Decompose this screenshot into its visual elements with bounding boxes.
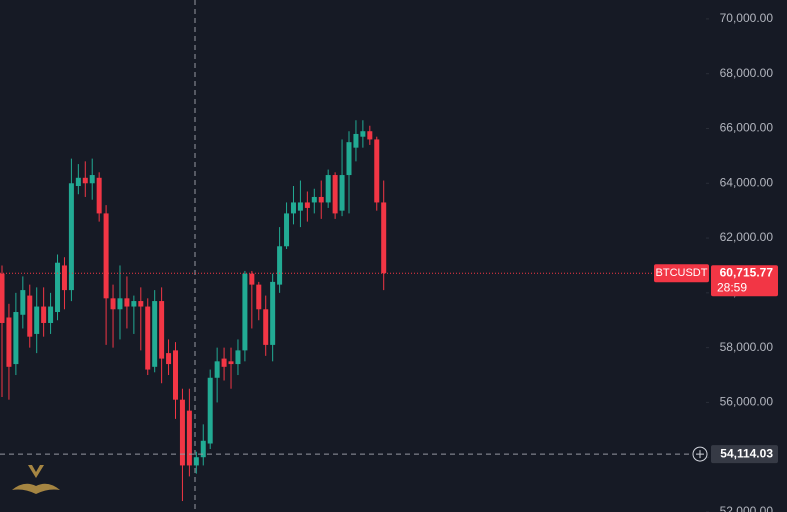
- candle-body: [325, 175, 331, 203]
- candle-body: [256, 284, 262, 310]
- candle-body: [193, 457, 199, 466]
- y-tick-label: 66,000.00: [720, 121, 774, 135]
- candle-body: [61, 265, 67, 291]
- crosshair-label: 54,114.03: [720, 446, 773, 460]
- candle-body: [159, 301, 165, 359]
- candle-body: [131, 301, 137, 307]
- candle-body: [228, 361, 234, 365]
- y-tick-label: 58,000.00: [720, 340, 774, 354]
- candle-body: [249, 273, 255, 285]
- candle-body: [186, 410, 192, 466]
- candle-body: [235, 350, 241, 365]
- candle-body: [173, 350, 178, 400]
- candle-body: [166, 353, 172, 365]
- candle-body: [48, 306, 54, 323]
- candle-body: [304, 202, 310, 208]
- candle-body: [214, 361, 220, 378]
- plus-icon: [696, 450, 704, 459]
- candle-body: [332, 175, 338, 214]
- candle-body: [318, 196, 324, 203]
- candle-body: [27, 295, 33, 337]
- candle-body: [103, 213, 109, 299]
- candle-body: [68, 183, 74, 291]
- countdown: 28:59: [717, 280, 747, 294]
- candle-body: [221, 358, 227, 367]
- candle-body: [311, 196, 317, 203]
- candle-body: [290, 202, 296, 214]
- candle-body: [277, 246, 283, 285]
- candle-body: [6, 317, 12, 367]
- y-tick-label: 70,000.00: [720, 11, 774, 25]
- candle-body: [145, 306, 151, 370]
- candle-body: [367, 131, 373, 140]
- symbol-name: BTCUSDT: [656, 267, 708, 279]
- candle-body: [75, 177, 81, 187]
- y-tick-label: 56,000.00: [720, 395, 774, 409]
- candle-body: [207, 377, 213, 444]
- candle-body: [242, 273, 248, 351]
- candle-body: [381, 202, 387, 274]
- candle-body: [117, 298, 123, 310]
- crosshair-box: [711, 445, 778, 464]
- last-price-label: 60,715.77: [720, 265, 774, 279]
- y-tick-label: 52,000.00: [720, 504, 774, 512]
- candle-body: [20, 290, 26, 315]
- last-price-box: [711, 265, 778, 297]
- symbol-tag: [654, 264, 709, 283]
- y-tick-label: 68,000.00: [720, 66, 774, 80]
- candle-body: [13, 312, 19, 365]
- candle-body: [374, 139, 380, 203]
- candle-body: [284, 213, 290, 247]
- watermark-logo: [12, 465, 60, 494]
- candle-body: [110, 298, 116, 310]
- candle-body: [339, 175, 345, 211]
- candle-body: [96, 177, 102, 214]
- candle-body: [270, 281, 276, 345]
- candle-body: [360, 131, 366, 137]
- candle-body: [179, 399, 185, 466]
- candle-body: [55, 262, 61, 313]
- candle-body: [297, 202, 303, 211]
- candle-body: [353, 133, 359, 148]
- candle-body: [152, 301, 158, 367]
- candle-body: [200, 440, 206, 458]
- candle-body: [124, 298, 130, 307]
- candle-body: [346, 142, 352, 176]
- candle-body: [41, 306, 47, 323]
- candle-body: [89, 175, 95, 184]
- candle-body: [263, 309, 269, 345]
- candle-body: [82, 177, 88, 184]
- y-tick-label: 64,000.00: [720, 175, 774, 189]
- candle-body: [34, 306, 40, 334]
- candle-body: [138, 301, 144, 307]
- add-alert-button[interactable]: [692, 446, 708, 462]
- candle-body: [0, 273, 5, 323]
- y-tick-label: 62,000.00: [720, 230, 774, 244]
